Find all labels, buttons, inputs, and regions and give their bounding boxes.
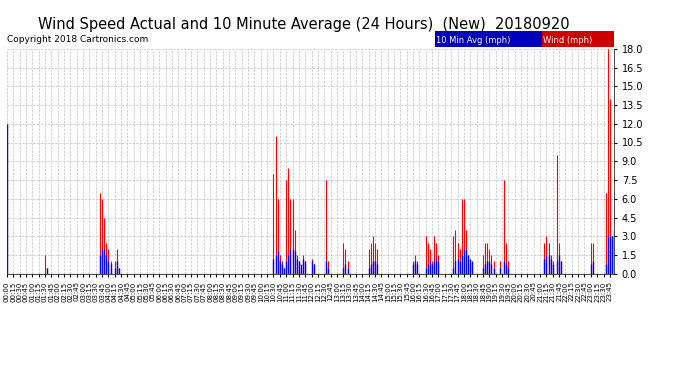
- Text: Wind (mph): Wind (mph): [543, 36, 592, 45]
- Text: Wind Speed Actual and 10 Minute Average (24 Hours)  (New)  20180920: Wind Speed Actual and 10 Minute Average …: [38, 17, 569, 32]
- Text: Copyright 2018 Cartronics.com: Copyright 2018 Cartronics.com: [7, 35, 148, 44]
- Text: 10 Min Avg (mph): 10 Min Avg (mph): [436, 36, 511, 45]
